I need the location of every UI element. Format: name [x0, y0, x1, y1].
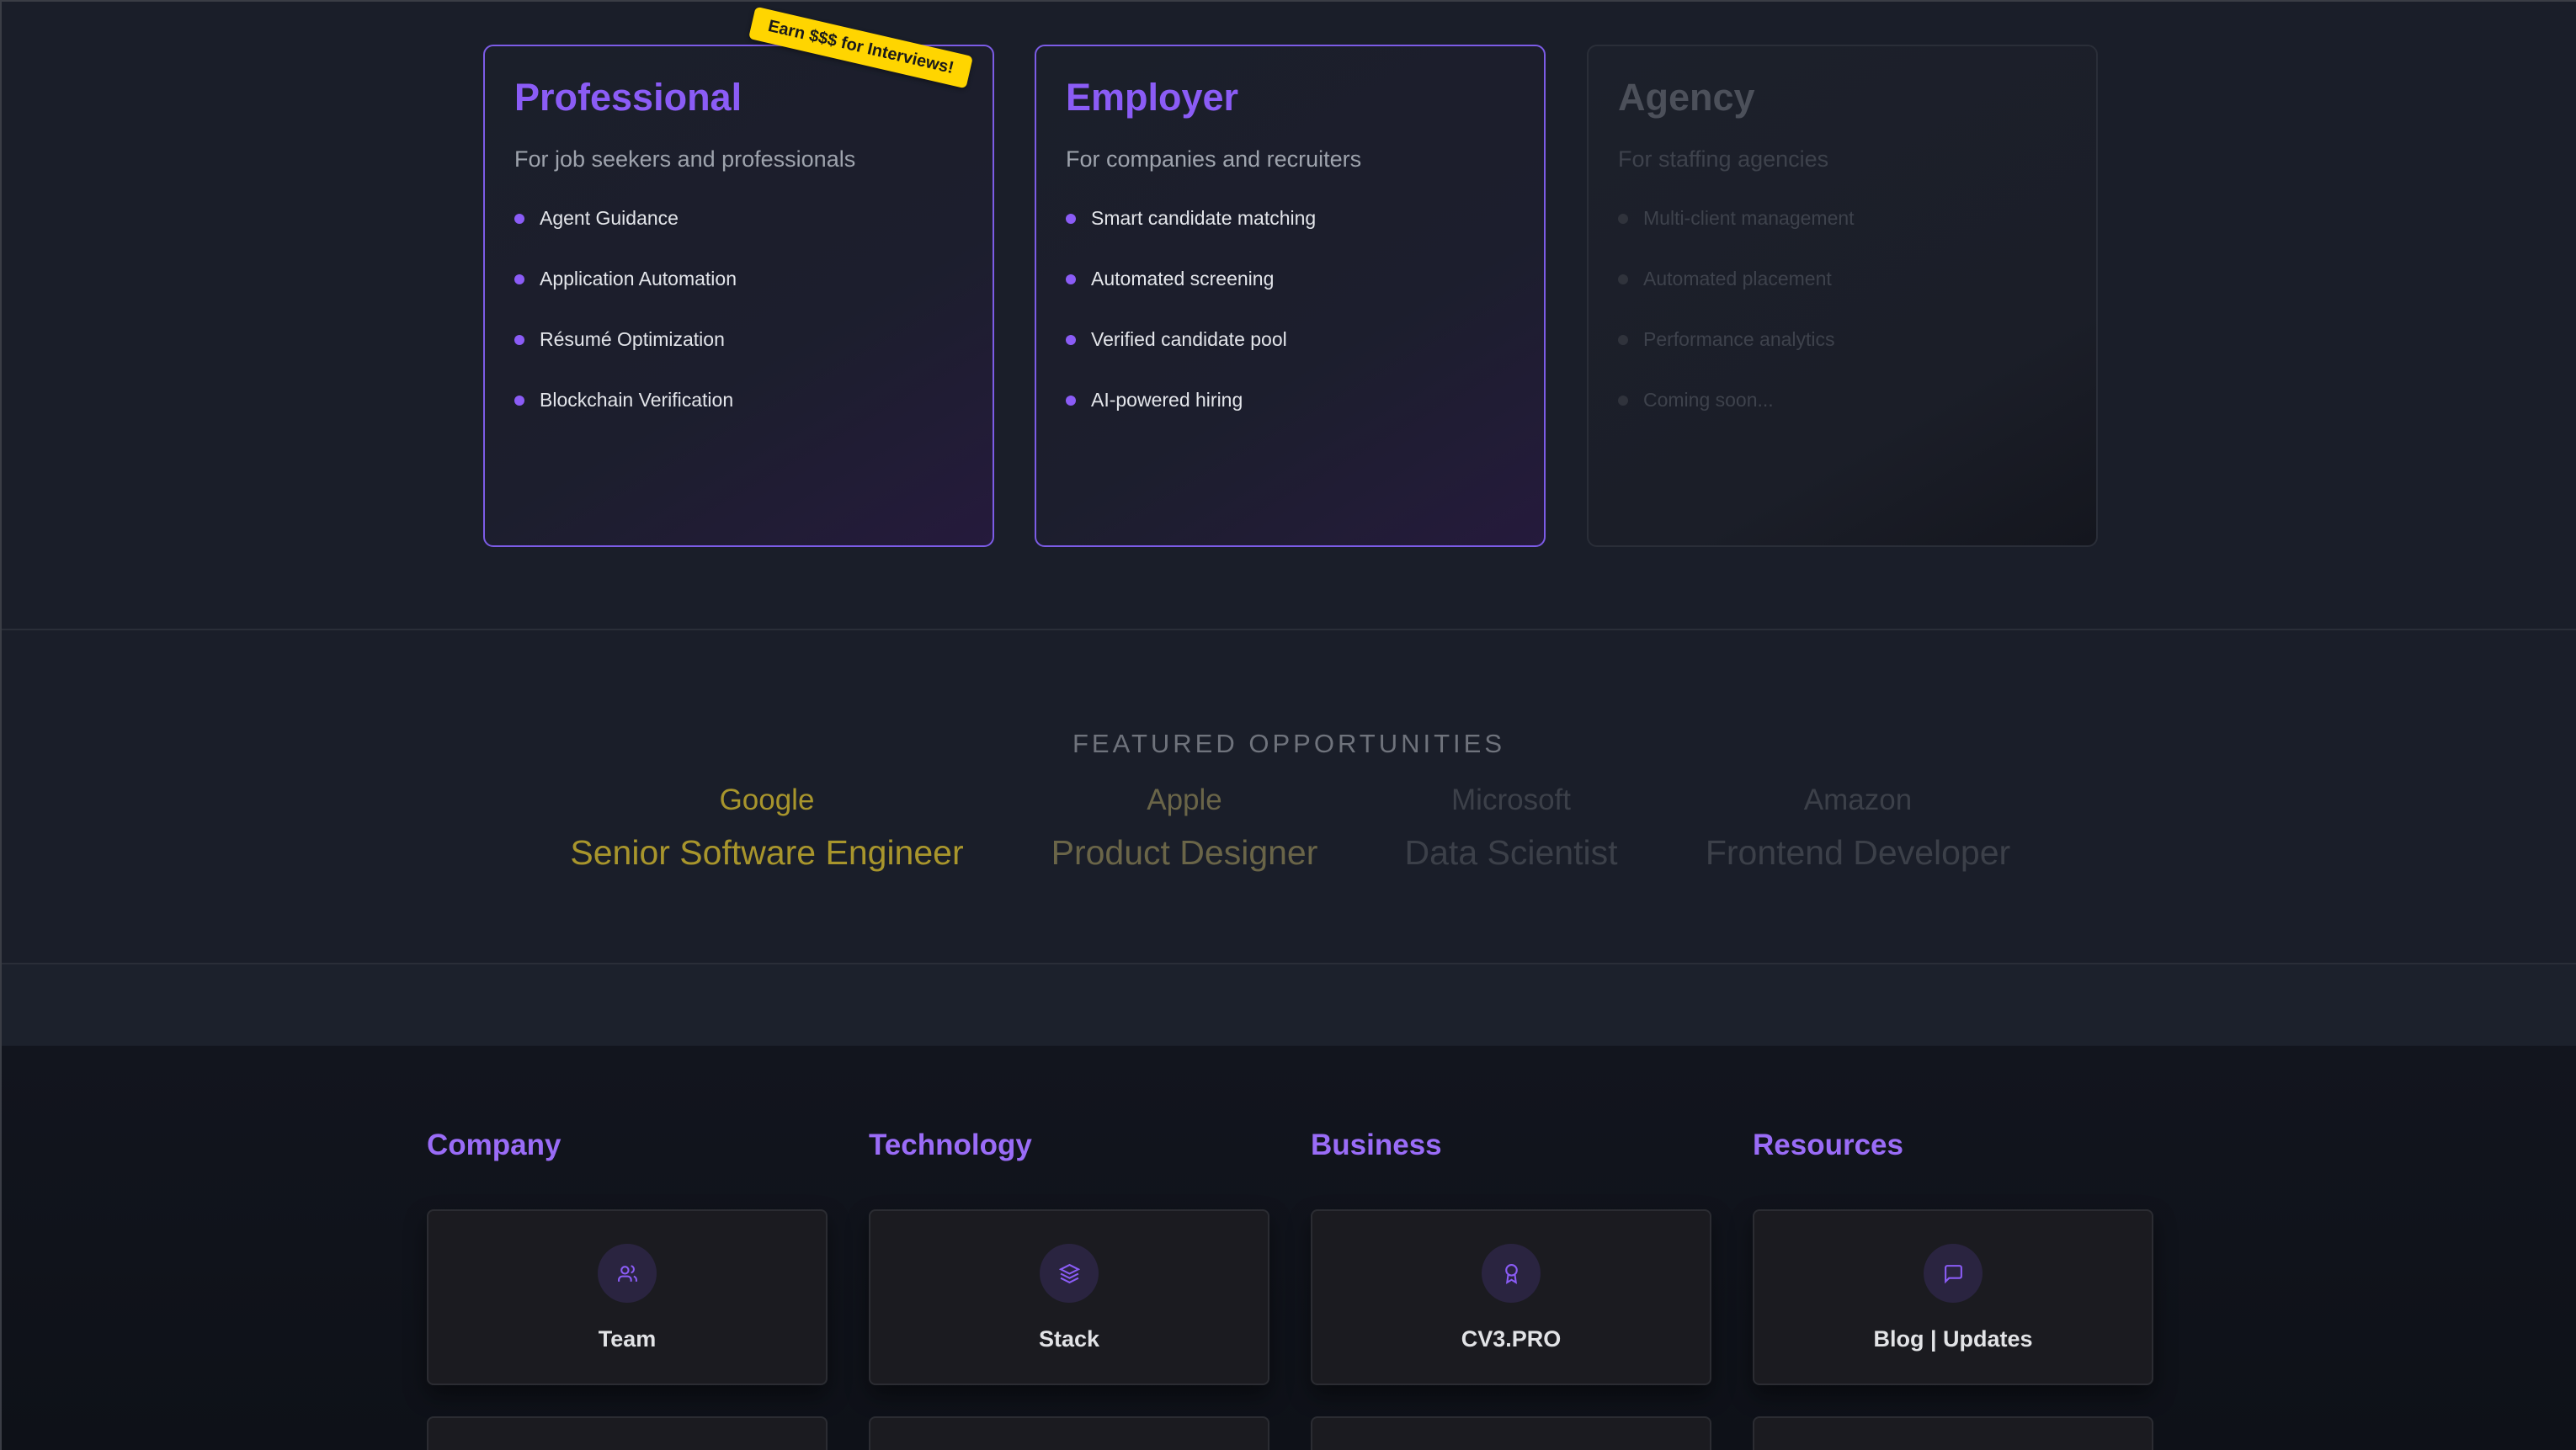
feature-item: AI-powered hiring: [1066, 389, 1316, 449]
plan-subtitle: For companies and recruiters: [1066, 146, 1362, 172]
company-name: Microsoft: [1451, 783, 1571, 816]
footer-heading: Resources: [1753, 1129, 1903, 1161]
plan-card-agency: Agency For staffing agencies Multi-clien…: [1587, 45, 2098, 547]
feature-label: Application Automation: [540, 268, 737, 289]
section-divider: [2, 629, 2576, 630]
feature-label: Performance analytics: [1643, 328, 1835, 350]
card-label: Team: [598, 1326, 657, 1352]
feature-label: Automated screening: [1091, 268, 1275, 289]
featured-title: FEATURED OPPORTUNITIES: [1072, 729, 1505, 758]
section-divider: [2, 963, 2576, 964]
feature-label: Résumé Optimization: [540, 328, 725, 350]
plan-title: Employer: [1066, 76, 1239, 119]
card-label: Blog | Updates: [1873, 1326, 2033, 1352]
feature-label: Multi-client management: [1643, 207, 1855, 229]
feature-item: Résumé Optimization: [514, 328, 737, 389]
footer-column-technology: Technology Stack: [869, 1129, 1269, 1450]
bullet-icon: [1618, 274, 1628, 284]
bullet-icon: [514, 214, 524, 224]
company-name: Amazon: [1803, 783, 1913, 816]
plan-title: Agency: [1618, 76, 1755, 119]
footer-card[interactable]: [1311, 1416, 1711, 1450]
feature-item: Verified candidate pool: [1066, 328, 1316, 389]
footer-card[interactable]: [869, 1416, 1269, 1450]
feature-item: Application Automation: [514, 268, 737, 328]
plan-subtitle: For job seekers and professionals: [514, 146, 856, 172]
feature-list: Smart candidate matching Automated scree…: [1066, 207, 1316, 449]
bullet-icon: [1066, 396, 1076, 406]
plan-subtitle: For staffing agencies: [1618, 146, 1829, 172]
bullet-icon: [1066, 335, 1076, 345]
bullet-icon: [514, 335, 524, 345]
bullet-icon: [1066, 214, 1076, 224]
opportunity-google[interactable]: Google Senior Software Engineer: [514, 783, 1019, 873]
feature-item: Agent Guidance: [514, 207, 737, 268]
footer: [2, 1046, 2576, 1450]
message-square-icon: [1924, 1244, 1983, 1303]
feature-label: Verified candidate pool: [1091, 328, 1287, 350]
bullet-icon: [514, 274, 524, 284]
opportunity-microsoft[interactable]: Microsoft Data Scientist: [1259, 783, 1764, 873]
company-name: Google: [719, 783, 815, 816]
company-name: Apple: [1147, 783, 1222, 816]
card-label: Stack: [1038, 1326, 1100, 1352]
footer-card[interactable]: [1753, 1416, 2153, 1450]
award-icon: [1482, 1244, 1541, 1303]
opportunity-apple[interactable]: Apple Product Designer: [932, 783, 1437, 873]
layers-icon: [1040, 1244, 1099, 1303]
role-title: Data Scientist: [1404, 833, 1618, 872]
feature-item: Automated placement: [1618, 268, 1855, 328]
footer-heading: Company: [427, 1129, 562, 1161]
bullet-icon: [1618, 335, 1628, 345]
feature-label: Coming soon...: [1643, 389, 1774, 411]
feature-label: Blockchain Verification: [540, 389, 734, 411]
users-icon: [598, 1244, 657, 1303]
feature-item: Smart candidate matching: [1066, 207, 1316, 268]
footer-card[interactable]: [427, 1416, 828, 1450]
plan-card-professional[interactable]: Professional For job seekers and profess…: [483, 45, 994, 547]
spacer-band: [2, 964, 2576, 1045]
role-title: Senior Software Engineer: [570, 833, 964, 872]
feature-item: Blockchain Verification: [514, 389, 737, 449]
role-title: Product Designer: [1051, 833, 1318, 872]
bullet-icon: [1066, 274, 1076, 284]
feature-label: Agent Guidance: [540, 207, 679, 229]
card-label: CV3.PRO: [1461, 1326, 1562, 1352]
footer-column-business: Business CV3.PRO: [1311, 1129, 1711, 1450]
footer-heading: Business: [1311, 1129, 1442, 1161]
feature-list: Agent Guidance Application Automation Ré…: [514, 207, 737, 449]
footer-heading: Technology: [869, 1129, 1032, 1161]
footer-card-blog[interactable]: Blog | Updates: [1753, 1209, 2153, 1385]
bullet-icon: [514, 396, 524, 406]
feature-item: Automated screening: [1066, 268, 1316, 328]
plan-title: Professional: [514, 76, 742, 119]
feature-label: Automated placement: [1643, 268, 1832, 289]
bullet-icon: [1618, 214, 1628, 224]
footer-card-team[interactable]: Team: [427, 1209, 828, 1385]
feature-item: Coming soon...: [1618, 389, 1855, 449]
feature-item: Performance analytics: [1618, 328, 1855, 389]
opportunity-amazon[interactable]: Amazon Frontend Developer: [1605, 783, 2110, 873]
footer-column-resources: Resources Blog | Updates: [1753, 1129, 2153, 1450]
feature-item: Multi-client management: [1618, 207, 1855, 268]
footer-card-cv3pro[interactable]: CV3.PRO: [1311, 1209, 1711, 1385]
role-title: Frontend Developer: [1705, 833, 2011, 872]
plan-card-employer[interactable]: Employer For companies and recruiters Sm…: [1035, 45, 1546, 547]
footer-column-company: Company Team: [427, 1129, 828, 1450]
feature-list: Multi-client management Automated placem…: [1618, 207, 1855, 449]
bullet-icon: [1618, 396, 1628, 406]
feature-label: Smart candidate matching: [1091, 207, 1317, 229]
feature-label: AI-powered hiring: [1091, 389, 1243, 411]
footer-card-stack[interactable]: Stack: [869, 1209, 1269, 1385]
